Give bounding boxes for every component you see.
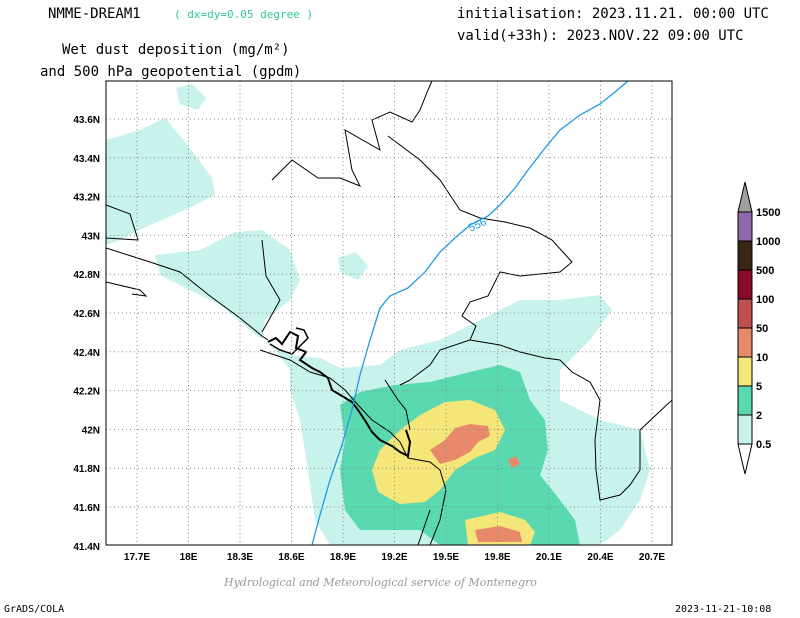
- lat-tick-label: 42.6N: [73, 309, 100, 320]
- contour-line-556: [311, 81, 629, 545]
- colorbar-label: 50: [756, 323, 768, 335]
- longitude-labels: 17.7E 18E 18.3E 18.6E 18.9E 19.2E 19.5E 19.8E 20…: [124, 552, 665, 563]
- lat-tick-label: 43N: [82, 231, 100, 242]
- deposition-area-10: [508, 456, 520, 468]
- colorbar-label: 1000: [756, 236, 780, 248]
- lon-tick-label: 18E: [180, 552, 198, 563]
- colorbar-box: [737, 298, 753, 329]
- lat-tick-label: 41.4N: [73, 542, 100, 553]
- border-line: [106, 281, 148, 297]
- lat-tick-label: 42.4N: [73, 348, 100, 359]
- deposition-area-10: [475, 526, 522, 542]
- border-line: [387, 135, 573, 386]
- map-frame: [105, 80, 673, 546]
- title-line-2: and 500 hPa geopotential (gpdm): [40, 64, 302, 80]
- graticule: [106, 81, 672, 545]
- deposition-area-0.5: [176, 84, 206, 110]
- colorbar-box: [737, 414, 753, 445]
- lat-tick-label: 43.2N: [73, 193, 100, 204]
- lon-tick-label: 18.6E: [278, 552, 304, 563]
- deposition-field: [106, 84, 650, 545]
- init-time: initialisation: 2023.11.21. 00:00 UTC: [457, 6, 769, 22]
- lon-tick-label: 18.3E: [227, 552, 253, 563]
- colorbar-box: [737, 211, 753, 242]
- deposition-area-0.5: [106, 118, 215, 245]
- colorbar-box: [737, 356, 753, 387]
- colorbar-cap-bottom: [737, 443, 753, 475]
- colorbar-label: 0.5: [756, 439, 771, 451]
- coastline: [267, 330, 412, 458]
- latitude-labels: 43.6N 43.4N 43.2N 43N 42.8N 42.6N 42.4N 42.2N 42…: [73, 115, 100, 553]
- border-line: [271, 81, 433, 187]
- lon-tick-label: 20.7E: [639, 552, 665, 563]
- lat-tick-label: 42.8N: [73, 270, 100, 281]
- render-timestamp: 2023-11-21-10:08: [675, 604, 772, 615]
- border-line: [384, 379, 411, 431]
- lat-tick-label: 42N: [82, 425, 100, 436]
- deposition-area-10: [430, 424, 490, 464]
- colorbar-label: 100: [756, 294, 774, 306]
- lat-tick-label: 43.6N: [73, 115, 100, 126]
- colorbar-label: 5: [756, 381, 762, 393]
- colorbar-box: [737, 240, 753, 271]
- lat-tick-label: 42.2N: [73, 387, 100, 398]
- title-line-1: Wet dust deposition (mg/m²): [62, 42, 290, 58]
- lon-tick-label: 18.9E: [330, 552, 356, 563]
- border-line: [469, 339, 672, 501]
- colorbar-box: [737, 269, 753, 300]
- border-line: [106, 204, 139, 241]
- colorbar: 1500 1000 500 100 50 10 5 2 0.5: [737, 181, 780, 475]
- lat-tick-label: 41.8N: [73, 464, 100, 475]
- grads-credit: GrADS/COLA: [4, 604, 65, 615]
- resolution-note: ( dx=dy=0.05 degree ): [174, 8, 314, 21]
- lon-tick-label: 20.1E: [536, 552, 562, 563]
- lon-tick-label: 19.5E: [433, 552, 459, 563]
- credit-text: Hydrological and Meteorological service …: [224, 576, 537, 589]
- coastlines-borders: [106, 81, 672, 545]
- lon-tick-label: 19.8E: [484, 552, 510, 563]
- deposition-area-0.5: [338, 252, 368, 280]
- lat-tick-label: 41.6N: [73, 503, 100, 514]
- border-line: [259, 349, 447, 545]
- border-line: [417, 509, 431, 545]
- lon-tick-label: 20.4E: [587, 552, 613, 563]
- colorbar-box: [737, 385, 753, 416]
- lon-tick-label: 17.7E: [124, 552, 150, 563]
- border-line: [261, 239, 281, 333]
- lon-tick-label: 19.2E: [381, 552, 407, 563]
- colorbar-label: 500: [756, 265, 774, 277]
- border-line: [106, 247, 269, 341]
- colorbar-label: 2: [756, 410, 762, 422]
- colorbar-label: 1500: [756, 207, 780, 219]
- valid-time: valid(+33h): 2023.NOV.22 09:00 UTC: [457, 28, 744, 44]
- colorbar-box: [737, 327, 753, 358]
- colorbar-cap-top: [737, 181, 753, 213]
- model-name: NMME-DREAM1: [48, 6, 141, 22]
- colorbar-label: 10: [756, 352, 768, 364]
- coastline: [269, 327, 309, 355]
- lat-tick-label: 43.4N: [73, 154, 100, 165]
